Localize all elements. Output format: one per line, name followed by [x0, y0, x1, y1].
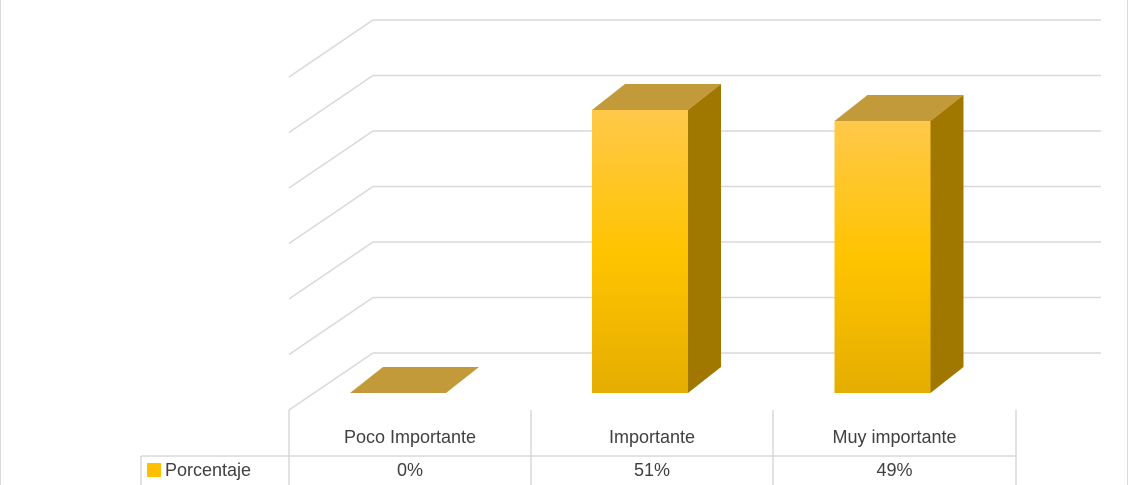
- bar-top: [834, 95, 964, 122]
- bar-top: [350, 367, 479, 393]
- bar-side: [930, 95, 964, 394]
- bars: [350, 83, 964, 394]
- bar-front: [834, 121, 931, 394]
- bar-front: [592, 109, 688, 393]
- gridline-side: [288, 130, 374, 189]
- bar-top: [592, 83, 721, 110]
- gridline-side: [288, 296, 374, 356]
- gridline-side: [288, 241, 374, 300]
- category-label: Poco Importante: [344, 427, 476, 447]
- gridline-side: [288, 352, 374, 411]
- gridline-side: [288, 74, 374, 134]
- gridlines: [288, 19, 1101, 411]
- data-table: Poco Importante Importante Muy importante P…: [140, 410, 1017, 485]
- category-label: Importante: [609, 427, 695, 447]
- series-name: Porcentaje: [165, 460, 251, 480]
- value-label: 49%: [876, 460, 912, 480]
- gridline-side: [288, 185, 374, 245]
- value-label: 0%: [397, 460, 423, 480]
- bar-side: [688, 83, 721, 393]
- legend-key: [147, 463, 161, 477]
- value-label: 51%: [634, 460, 670, 480]
- category-label: Muy importante: [832, 427, 956, 447]
- gridline-side: [288, 19, 374, 78]
